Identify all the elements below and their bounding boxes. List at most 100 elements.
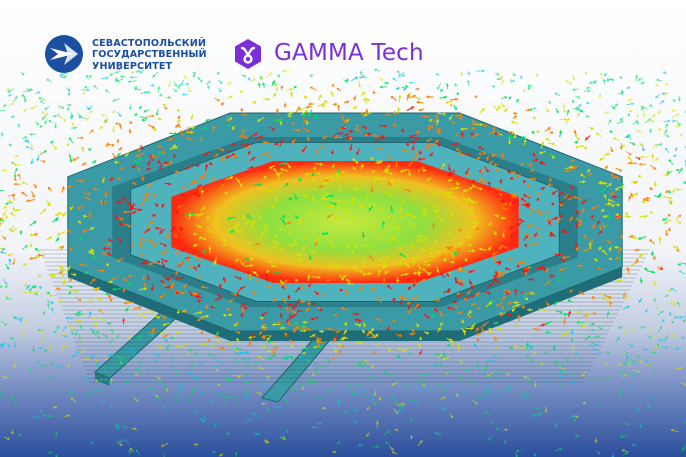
field-vector: [392, 238, 401, 243]
field-vector: [115, 200, 123, 204]
field-vector: [555, 310, 563, 314]
field-vector: [175, 369, 179, 376]
field-vector: [47, 377, 54, 380]
field-vector: [394, 428, 399, 432]
gamma-tech-name: GAMMA Tech: [274, 40, 424, 66]
field-vector: [94, 324, 100, 329]
field-vector: [129, 75, 138, 79]
field-vector: [296, 253, 305, 258]
field-vector: [217, 147, 225, 152]
university-name-line-1: СЕВАСТОПОЛЬСКИЙ: [92, 38, 206, 49]
field-vector: [378, 124, 387, 128]
field-vector: [527, 222, 534, 229]
field-vector: [247, 77, 253, 82]
field-vector: [174, 209, 180, 216]
field-vector: [177, 261, 184, 268]
field-vector: [124, 223, 131, 228]
field-vector: [396, 225, 400, 229]
field-vector: [116, 333, 120, 340]
field-vector: [563, 312, 570, 316]
field-vector: [61, 273, 65, 279]
field-vector: [199, 343, 205, 347]
field-vector: [307, 102, 315, 106]
field-vector: [615, 213, 620, 217]
field-vector: [212, 124, 216, 133]
field-vector: [0, 109, 6, 111]
field-vector: [0, 222, 4, 226]
field-vector: [294, 298, 300, 306]
field-vector: [291, 305, 297, 310]
field-vector: [170, 281, 175, 289]
field-vector: [574, 144, 584, 149]
field-vector: [399, 168, 408, 173]
field-vector: [111, 152, 117, 159]
field-vector: [134, 87, 142, 91]
field-vector: [11, 395, 16, 401]
field-vector: [153, 128, 157, 132]
field-vector: [302, 324, 306, 332]
field-vector: [571, 347, 575, 355]
field-vector: [345, 244, 351, 248]
field-vector: [528, 162, 532, 167]
field-vector: [592, 346, 596, 352]
field-vector: [234, 351, 242, 355]
field-vector: [253, 432, 261, 436]
field-vector: [665, 334, 669, 341]
field-vector: [490, 420, 494, 425]
field-vector: [261, 140, 271, 145]
field-vector: [630, 358, 636, 364]
field-vector: [38, 409, 43, 413]
field-vector: [512, 73, 516, 76]
field-vector: [362, 322, 366, 329]
field-vector: [373, 176, 377, 184]
field-vector: [54, 431, 58, 438]
university-name-line-2: ГОСУДАРСТВЕННЫЙ: [92, 49, 207, 61]
field-vector: [571, 99, 575, 104]
field-vector: [672, 154, 678, 158]
field-vector: [138, 155, 142, 162]
field-vector: [506, 134, 513, 139]
field-vector: [142, 261, 147, 265]
field-vector: [253, 360, 260, 366]
field-vector: [125, 150, 131, 158]
field-vector: [596, 325, 603, 330]
field-vector: [454, 275, 458, 284]
field-vector: [314, 366, 318, 374]
field-vector: [66, 390, 73, 396]
field-vector: [483, 391, 486, 396]
field-vector: [495, 187, 502, 191]
field-vector: [630, 261, 638, 268]
field-vector: [501, 202, 509, 206]
field-vector: [409, 213, 415, 219]
field-vector: [10, 429, 14, 436]
field-vector: [530, 358, 534, 362]
field-vector: [549, 130, 554, 135]
field-vector: [408, 161, 413, 168]
field-vector: [257, 81, 261, 89]
field-vector: [142, 314, 147, 320]
field-vector: [470, 303, 477, 307]
university-logo-icon: [45, 35, 83, 73]
field-vector: [41, 115, 47, 121]
field-vector: [134, 373, 139, 377]
field-vector: [245, 257, 250, 262]
field-vector: [119, 362, 124, 365]
field-vector: [488, 245, 492, 252]
field-vector: [177, 114, 181, 120]
field-vector: [590, 239, 594, 245]
field-vector: [33, 232, 39, 237]
field-vector: [622, 374, 628, 378]
field-vector: [267, 339, 272, 344]
field-vector: [279, 312, 283, 319]
field-vector: [508, 346, 515, 350]
field-vector: [163, 333, 171, 338]
field-vector: [673, 315, 679, 319]
field-vector: [184, 215, 190, 221]
field-vector: [127, 202, 133, 206]
field-vector: [188, 265, 194, 269]
field-vector: [0, 222, 2, 225]
field-vector: [604, 164, 608, 170]
field-vector: [192, 292, 198, 296]
field-vector: [197, 272, 202, 278]
field-vector: [178, 387, 185, 391]
